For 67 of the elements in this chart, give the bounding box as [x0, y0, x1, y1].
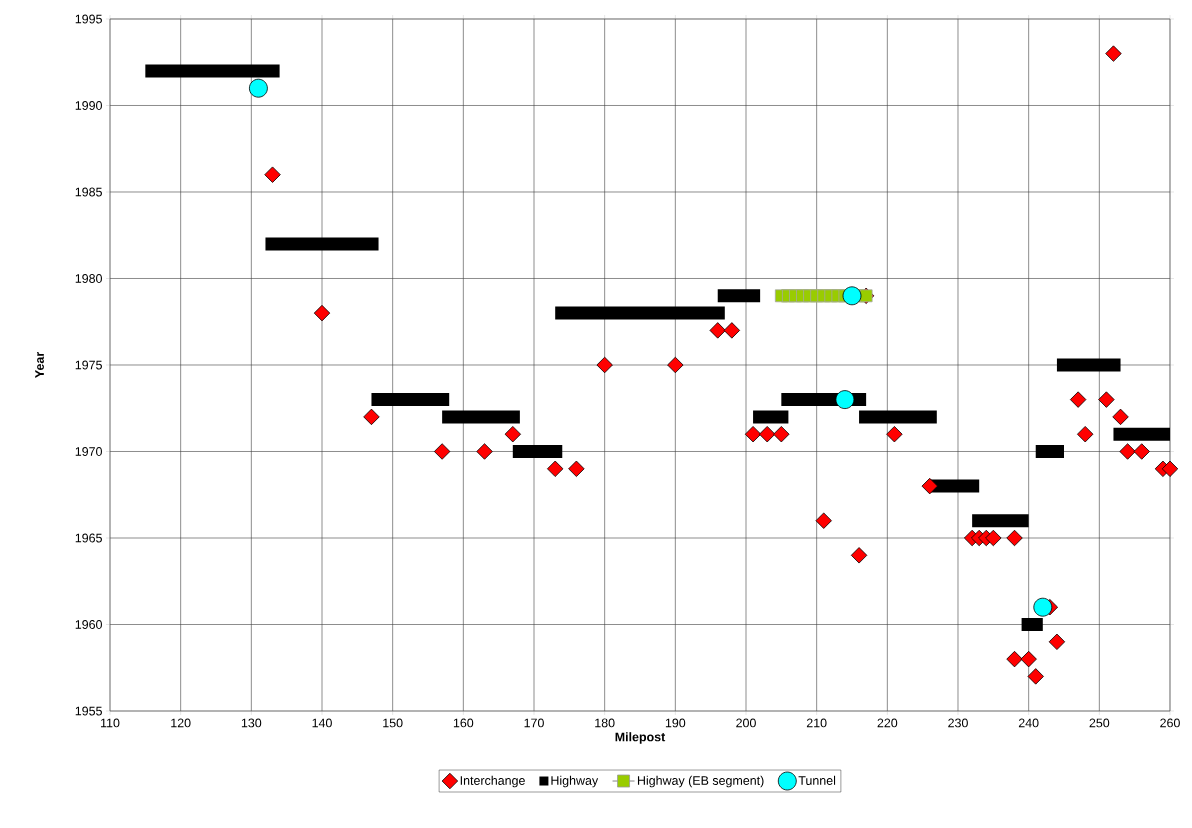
y-tick-label: 1970 [75, 447, 102, 456]
point [1006, 650, 1023, 668]
point [723, 322, 741, 339]
point [1069, 391, 1087, 408]
point [667, 356, 684, 374]
point [1098, 391, 1115, 408]
point [1112, 408, 1129, 426]
x-tick-label: 200 [736, 718, 756, 728]
y-tick-label: 1955 [75, 706, 102, 716]
point [835, 390, 855, 409]
point [1027, 668, 1044, 685]
x-tick-label: 150 [383, 718, 403, 728]
x-tick-label: 120 [171, 718, 191, 728]
point [476, 443, 493, 460]
legend-label: Tunnel [798, 775, 836, 785]
y-tick-label: 1995 [75, 14, 102, 24]
point [264, 166, 281, 183]
y-tick-label: 1965 [75, 533, 102, 543]
point [815, 512, 832, 529]
point [363, 408, 380, 426]
point [1006, 529, 1023, 547]
legend-label: Highway (EB segment) [637, 775, 764, 788]
point [773, 426, 790, 443]
point [1033, 597, 1053, 617]
legend-label: Highway [551, 775, 599, 788]
point [504, 426, 521, 443]
point [709, 322, 726, 339]
x-axis-title: Milepost [615, 732, 666, 744]
x-tick-label: 220 [877, 718, 898, 728]
y-tick-label: 1980 [75, 274, 102, 283]
point [1161, 460, 1179, 477]
point [1077, 426, 1094, 443]
x-tick-label: 180 [595, 718, 615, 728]
x-tick-label: 160 [453, 718, 474, 728]
y-tick-label: 1985 [75, 187, 102, 197]
legend-label: Interchange [460, 775, 525, 788]
point [1020, 650, 1037, 668]
y-tick-label: 1975 [75, 360, 102, 370]
x-tick-label: 210 [806, 718, 827, 728]
point [886, 426, 903, 443]
point [1048, 633, 1066, 650]
x-tick-label: 140 [312, 718, 332, 728]
point [744, 426, 762, 443]
y-tick-label: 1960 [75, 620, 102, 629]
point [921, 477, 938, 495]
point [433, 443, 451, 460]
x-tick-label: 170 [524, 718, 544, 728]
x-tick-label: 130 [241, 718, 262, 728]
point [850, 547, 868, 564]
point [1133, 443, 1150, 460]
point [313, 304, 331, 322]
y-axis-title: Year [35, 352, 44, 378]
point [249, 78, 268, 98]
x-tick-label: 190 [665, 718, 686, 728]
x-tick-label: 110 [101, 718, 120, 728]
y-tick-label: 1990 [75, 101, 102, 110]
point [1105, 45, 1122, 62]
x-tick-label: 250 [1089, 718, 1110, 728]
x-tick-label: 230 [948, 718, 968, 728]
point [568, 460, 585, 477]
point [759, 426, 776, 443]
x-tick-label: 260 [1160, 718, 1180, 728]
point [596, 356, 613, 374]
point [1119, 443, 1136, 460]
x-tick-label: 240 [1018, 718, 1039, 728]
point [985, 529, 1002, 547]
point [547, 460, 564, 477]
